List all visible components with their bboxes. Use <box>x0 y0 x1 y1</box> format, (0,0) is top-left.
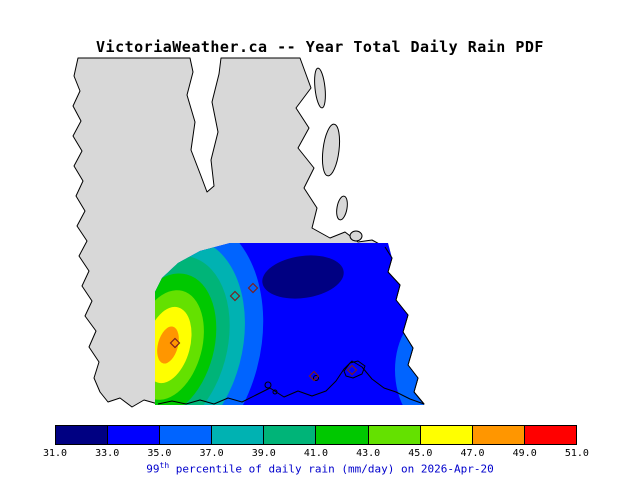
colorbar-tick: 45.0 <box>408 448 433 459</box>
colorbar-cell <box>367 426 420 444</box>
colorbar-cell <box>159 426 212 444</box>
colorbar-tick: 47.0 <box>460 448 485 459</box>
colorbar-cell <box>56 426 108 444</box>
page-title: VictoriaWeather.ca -- Year Total Daily R… <box>96 38 544 56</box>
station-marker-diamond <box>308 370 320 382</box>
station-marker-diamond <box>247 282 259 294</box>
colorbar-cell <box>211 426 264 444</box>
colorbar-tick: 33.0 <box>95 448 120 459</box>
colorbar-tick: 49.0 <box>512 448 537 459</box>
colorbar-tick: 31.0 <box>42 448 68 459</box>
colorbar-cell <box>263 426 316 444</box>
caption-prefix: 99 <box>146 462 160 476</box>
colorbar-cell <box>315 426 368 444</box>
colorbar-cell <box>107 426 160 444</box>
colorbar-cell <box>471 426 524 444</box>
station-marker-diamond <box>229 290 241 302</box>
caption: 99th percentile of daily rain (mm/day) o… <box>0 461 640 476</box>
offshore-islands <box>314 67 363 242</box>
colorbar-tick: 39.0 <box>251 448 276 459</box>
station-marker-diamond <box>346 364 358 376</box>
station-markers <box>169 282 358 382</box>
colorbar-ticks: 31.0 33.0 35.0 37.0 39.0 41.0 43.0 45.0 … <box>29 448 603 459</box>
rain-contour-overlay <box>155 243 424 405</box>
caption-text: percentile of daily rain (mm/day) on 202… <box>169 462 494 476</box>
colorbar-tick: 41.0 <box>303 448 328 459</box>
colorbar-cell <box>419 426 472 444</box>
colorbar-tick: 35.0 <box>147 448 172 459</box>
colorbar-segments <box>55 425 577 445</box>
station-marker-diamond <box>169 337 181 349</box>
coastline-overlay <box>157 246 425 405</box>
colorbar-tick: 37.0 <box>199 448 224 459</box>
colorbar-tick: 43.0 <box>356 448 381 459</box>
colorbar-tick: 51.0 <box>564 448 589 459</box>
colorbar-cell <box>523 426 576 444</box>
caption-superscript: th <box>159 461 170 470</box>
